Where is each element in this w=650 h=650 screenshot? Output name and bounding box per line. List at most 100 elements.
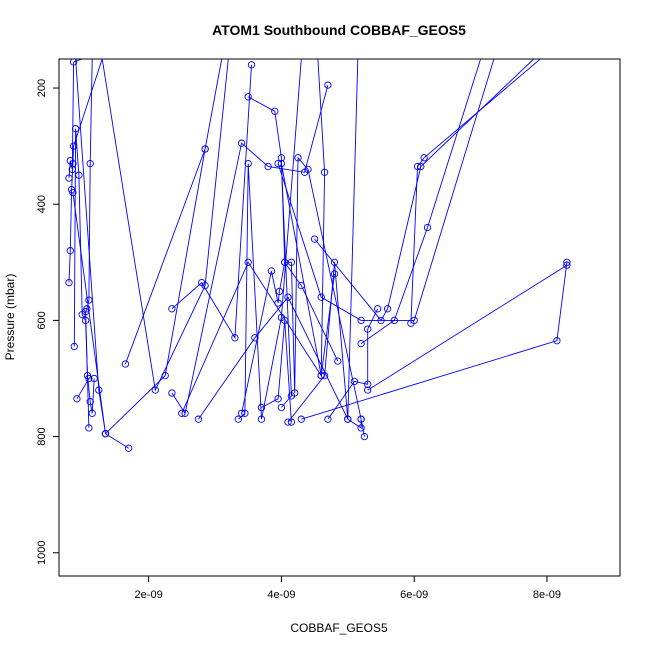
series-line bbox=[314, 59, 535, 322]
data-point bbox=[237, 139, 246, 147]
data-point bbox=[383, 305, 392, 313]
data-point bbox=[95, 386, 103, 394]
data-point bbox=[294, 154, 302, 162]
series-line bbox=[287, 262, 365, 437]
series-line bbox=[360, 59, 482, 344]
data-point bbox=[357, 415, 365, 423]
series-line bbox=[171, 84, 329, 415]
y-tick-label: 800 bbox=[36, 427, 48, 445]
data-point bbox=[357, 424, 365, 432]
data-point bbox=[277, 154, 286, 162]
y-tick-label: 200 bbox=[36, 79, 48, 97]
plot-frame bbox=[58, 58, 621, 577]
data-point bbox=[201, 281, 209, 290]
series-line bbox=[280, 163, 335, 408]
data-point bbox=[237, 409, 246, 417]
data-point bbox=[70, 342, 78, 351]
series-line bbox=[72, 59, 129, 449]
data-point bbox=[284, 418, 292, 426]
data-point bbox=[257, 403, 266, 412]
data-point bbox=[65, 278, 73, 287]
series-line bbox=[410, 59, 541, 324]
series-line bbox=[124, 148, 206, 365]
series-line bbox=[327, 308, 379, 420]
data-point bbox=[86, 398, 94, 406]
data-point bbox=[66, 157, 74, 165]
data-point bbox=[88, 409, 96, 417]
y-axis-label: Pressure (mbar) bbox=[3, 274, 17, 361]
data-point bbox=[274, 395, 282, 403]
data-point bbox=[125, 444, 133, 452]
data-point bbox=[350, 377, 359, 386]
data-point bbox=[410, 316, 418, 325]
x-axis: 2e-09 4e-09 6e-09 8e-09 bbox=[135, 576, 561, 601]
series-line bbox=[261, 320, 292, 423]
data-point bbox=[73, 395, 81, 403]
data-point bbox=[320, 168, 329, 176]
data-point bbox=[85, 374, 93, 383]
data-point bbox=[423, 223, 432, 232]
series-line bbox=[101, 59, 229, 392]
data-point bbox=[317, 293, 325, 301]
data-point bbox=[264, 162, 272, 171]
series-line bbox=[301, 262, 568, 420]
data-point bbox=[360, 432, 369, 441]
data-point bbox=[194, 415, 203, 423]
data-point bbox=[271, 107, 279, 115]
data-point bbox=[310, 235, 319, 243]
data-point bbox=[244, 258, 252, 266]
data-point bbox=[75, 171, 83, 179]
data-point bbox=[83, 305, 91, 313]
data-point bbox=[364, 380, 372, 388]
data-point bbox=[320, 371, 329, 380]
data-point bbox=[85, 424, 93, 432]
data-point bbox=[121, 360, 130, 368]
data-point bbox=[101, 430, 110, 438]
data-point bbox=[330, 270, 339, 278]
data-point bbox=[68, 165, 76, 174]
data-point bbox=[364, 386, 372, 394]
series-line bbox=[73, 128, 95, 414]
data-point bbox=[251, 334, 259, 342]
plot-area bbox=[58, 58, 621, 577]
y-tick-label: 400 bbox=[36, 195, 48, 213]
data-point bbox=[151, 386, 159, 394]
x-axis-label: COBBAF_GEOS5 bbox=[290, 621, 388, 635]
data-point bbox=[69, 188, 77, 197]
data-point bbox=[413, 162, 422, 171]
series-line bbox=[198, 59, 359, 420]
series-line bbox=[76, 378, 90, 400]
data-point bbox=[178, 409, 186, 417]
data-point bbox=[374, 305, 382, 313]
data-point bbox=[65, 174, 73, 182]
data-point bbox=[330, 258, 339, 266]
data-point bbox=[244, 159, 252, 168]
data-point bbox=[297, 415, 305, 423]
data-point bbox=[287, 392, 296, 400]
x-tick-label: 8e-09 bbox=[533, 589, 561, 601]
data-point bbox=[277, 403, 286, 412]
series-line bbox=[105, 59, 223, 435]
x-tick-label: 2e-09 bbox=[135, 589, 163, 601]
data-point bbox=[563, 261, 571, 269]
series-line bbox=[277, 59, 495, 321]
series-line bbox=[181, 59, 326, 414]
y-tick-label: 1000 bbox=[36, 541, 48, 565]
data-point bbox=[66, 247, 74, 255]
data-point bbox=[69, 59, 78, 66]
y-tick-label: 600 bbox=[36, 311, 48, 329]
series-layer bbox=[65, 59, 571, 452]
data-point bbox=[324, 415, 332, 423]
x-tick-label: 6e-09 bbox=[400, 589, 428, 601]
data-point bbox=[90, 374, 98, 383]
data-point bbox=[168, 305, 176, 313]
data-point bbox=[257, 415, 266, 423]
data-point bbox=[420, 154, 428, 162]
series-line bbox=[247, 96, 362, 420]
data-point bbox=[267, 267, 276, 275]
data-point bbox=[324, 81, 332, 89]
data-point bbox=[274, 159, 282, 168]
series-line bbox=[171, 64, 252, 340]
data-point bbox=[357, 339, 365, 348]
